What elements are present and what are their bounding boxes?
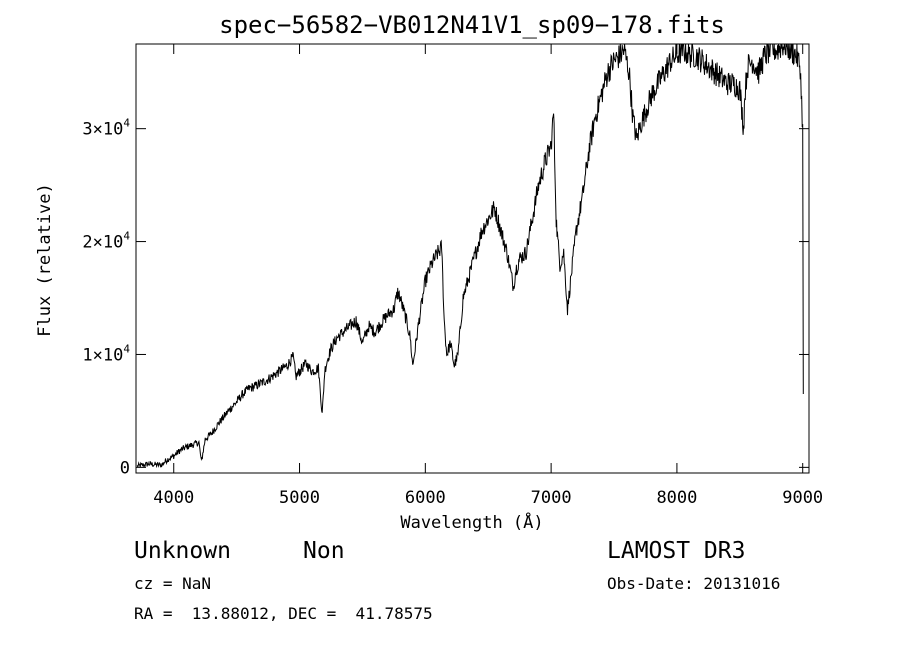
redshift-cz: cz = NaN (134, 574, 212, 593)
object-class: Unknown (134, 538, 231, 564)
plot-frame (135, 43, 810, 474)
x-tick-label: 6000 (405, 488, 446, 508)
y-tick-label: 1×104 (82, 342, 130, 365)
x-tick-label: 7000 (531, 488, 572, 508)
y-tick-label: 2×104 (82, 230, 130, 253)
object-subclass: Non (303, 538, 345, 564)
chart-title: spec−56582−VB012N41V1_sp09−178.fits (219, 11, 725, 39)
x-tick-label: 8000 (656, 488, 697, 508)
observation-date: Obs-Date: 20131016 (607, 574, 781, 593)
x-tick-label: 5000 (279, 488, 320, 508)
x-tick-label: 9000 (782, 488, 823, 508)
sky-coordinates: RA = 13.88012, DEC = 41.78575 (134, 604, 433, 623)
flux-series-line (136, 43, 804, 469)
survey-name: LAMOST DR3 (607, 538, 746, 564)
x-tick-label: 4000 (153, 488, 194, 508)
y-tick-label: 3×104 (82, 117, 130, 140)
y-axis-label: Flux (relative) (35, 183, 55, 337)
x-axis-label: Wavelength (Å) (400, 511, 543, 533)
y-tick-label: 0 (120, 458, 130, 478)
